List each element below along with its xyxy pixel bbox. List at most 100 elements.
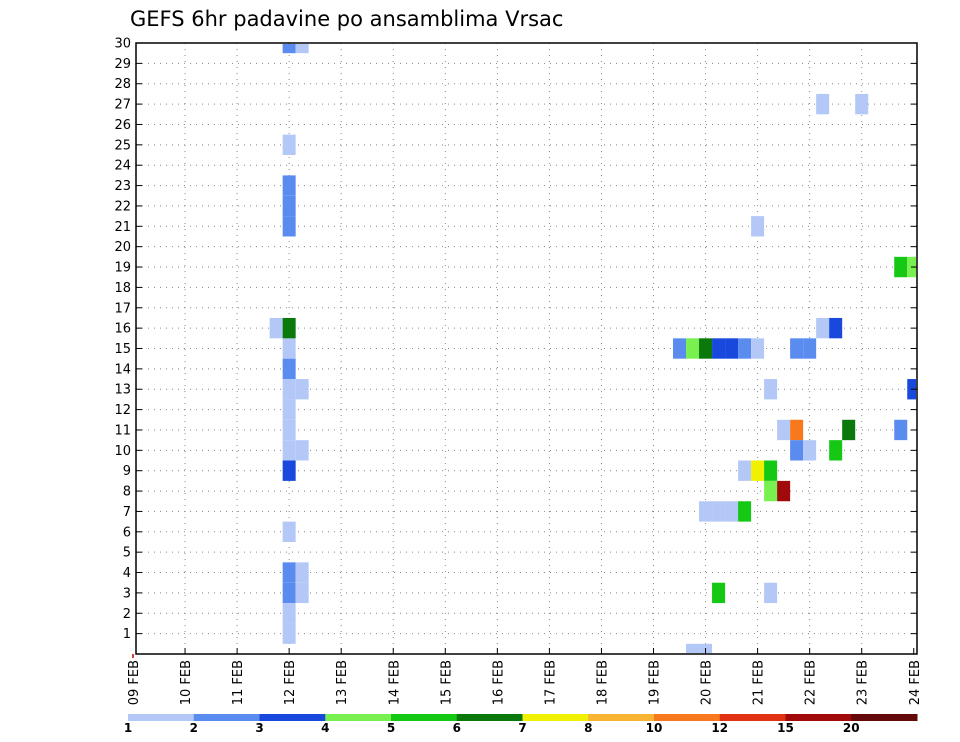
y-tick-label: 8 [123, 485, 131, 500]
ensemble-cell [725, 338, 739, 359]
ensemble-cell [282, 623, 296, 644]
x-tick-label: 20 FEB [700, 660, 715, 705]
ensemble-cell [790, 338, 804, 359]
colorbar-swatch [259, 714, 326, 721]
ensemble-cell [764, 379, 778, 400]
ensemble-cells [269, 44, 916, 653]
y-tick-label: 1 [123, 627, 131, 642]
x-tick-label: 10 FEB [179, 660, 194, 705]
y-axis: 1234567891011121314151617181920212223242… [114, 37, 917, 642]
ensemble-cell [282, 44, 296, 54]
ensemble-cell [712, 582, 726, 604]
ensemble-cell [686, 643, 700, 653]
y-tick-label: 16 [114, 322, 131, 337]
colorbar-label: 8 [584, 721, 592, 735]
ensemble-cell [751, 338, 765, 359]
colorbar-swatch [719, 714, 786, 721]
y-tick-label: 24 [114, 159, 131, 174]
colorbar-label: 4 [321, 721, 329, 735]
y-tick-label: 10 [114, 444, 131, 459]
x-tick-label: 19 FEB [648, 660, 663, 705]
y-tick-label: 5 [123, 546, 131, 561]
ensemble-cell [777, 419, 791, 441]
x-tick-label: 17 FEB [543, 660, 558, 705]
ensemble-cell [282, 317, 296, 339]
ensemble-cell [751, 460, 765, 481]
ensemble-cell [282, 379, 296, 400]
colorbar-label: 1 [124, 721, 132, 735]
y-tick-label: 29 [114, 57, 131, 72]
ensemble-cell [282, 338, 296, 359]
ensemble-cell [764, 582, 778, 604]
ensemble-cell [829, 317, 843, 339]
chart-title: GEFS 6hr padavine po ansamblima Vrsac [130, 7, 563, 31]
ensemble-cell [790, 419, 804, 441]
y-tick-label: 6 [123, 525, 131, 540]
x-tick-label: 22 FEB [804, 660, 819, 705]
ensemble-cell [738, 460, 752, 481]
x-tick-label: 12 FEB [283, 660, 298, 705]
ensemble-cell [295, 44, 309, 54]
ensemble-cell [269, 317, 283, 339]
colorbar-label: 15 [777, 721, 794, 735]
ensemble-cell [282, 134, 296, 156]
colorbar-swatch [456, 714, 523, 721]
ensemble-cell [282, 562, 296, 583]
y-tick-label: 4 [123, 566, 131, 581]
colorbar-label: 10 [646, 721, 663, 735]
ensemble-cell [764, 460, 778, 481]
ensemble-cell [764, 480, 778, 502]
ensemble-cell [790, 440, 804, 461]
grid-lines [136, 43, 917, 654]
ensemble-cell [842, 419, 856, 441]
ensemble-cell [699, 501, 713, 522]
y-tick-label: 23 [114, 179, 131, 194]
y-tick-label: 17 [114, 301, 131, 316]
ensemble-cell [803, 440, 817, 461]
y-tick-label: 18 [114, 281, 131, 296]
ensemble-cell [282, 419, 296, 441]
colorbar-swatch [391, 714, 458, 721]
ensemble-cell [816, 93, 830, 115]
y-tick-label: 7 [123, 505, 131, 520]
ensemble-cell [282, 358, 296, 380]
ensemble-cell [282, 399, 296, 420]
y-tick-label: 3 [123, 586, 131, 601]
y-tick-label: 28 [114, 77, 131, 92]
colorbar-label: 3 [255, 721, 263, 735]
x-tick-label: 18 FEB [595, 660, 610, 705]
x-tick-label: 16 FEB [491, 660, 506, 705]
colorbar-swatch [128, 714, 195, 721]
ensemble-cell [282, 195, 296, 217]
colorbar-label: 12 [711, 721, 728, 735]
ensemble-cell [803, 338, 817, 359]
ensemble-cell [673, 338, 687, 359]
y-tick-label: 26 [114, 118, 131, 133]
colorbar-swatch [193, 714, 260, 721]
x-axis: 09 FEB 10 FEB 11 FEB 12 FEB 13 FEB 14 FEB 15 F… [127, 648, 923, 705]
x-tick-label: 09 FEB [127, 660, 142, 705]
y-tick-label: 13 [114, 383, 131, 398]
colorbar-label: 6 [453, 721, 461, 735]
y-tick-label: 20 [114, 240, 131, 255]
y-tick-label: 19 [114, 261, 131, 276]
colorbar-swatch [588, 714, 655, 721]
colorbar-swatch [785, 714, 852, 721]
colorbar-swatch [522, 714, 589, 721]
y-tick-label: 9 [123, 464, 131, 479]
colorbar-swatch [654, 714, 721, 721]
ensemble-cell [686, 338, 700, 359]
ensemble-cell [894, 256, 908, 278]
ensemble-cell [282, 582, 296, 604]
ensemble-cell [855, 93, 869, 115]
y-tick-label: 2 [123, 607, 131, 622]
x-tick-label: 21 FEB [752, 660, 767, 705]
ensemble-cell [295, 582, 309, 604]
ensemble-cell [751, 216, 765, 237]
colorbar-label: 2 [190, 721, 198, 735]
ensemble-cell [725, 501, 739, 522]
y-tick-label: 25 [114, 138, 131, 153]
colorbar-swatch [325, 714, 392, 721]
ensemble-cell [829, 440, 843, 461]
